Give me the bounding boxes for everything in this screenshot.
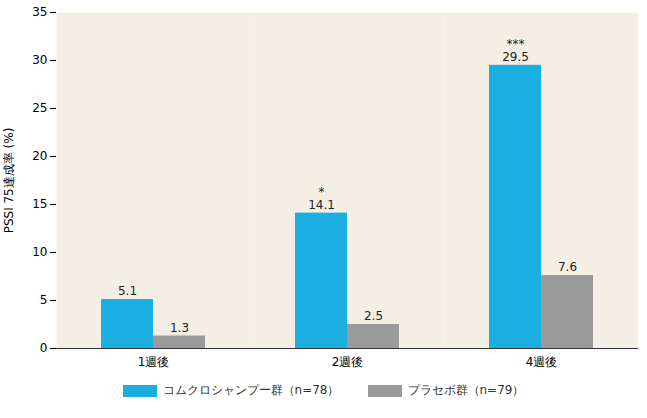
svg-text:14.1: 14.1 [308, 198, 335, 212]
html-text:プラセボ群（n=79）: プラセボ群（n=79） [407, 383, 525, 397]
svg-text:5: 5 [40, 293, 48, 307]
svg-text:15: 15 [32, 197, 47, 211]
svg-text:35: 35 [32, 5, 47, 19]
svg-text:2.5: 2.5 [364, 309, 383, 323]
svg-text:2週後: 2週後 [332, 355, 364, 369]
svg-text:4週後: 4週後 [526, 355, 558, 369]
svg-text:25: 25 [32, 101, 47, 115]
svg-text:10: 10 [32, 245, 47, 259]
svg-text:PSSI 75達成率 (%): PSSI 75達成率 (%) [2, 128, 16, 234]
svg-text:29.5: 29.5 [502, 50, 529, 64]
svg-text:1週後: 1週後 [138, 355, 170, 369]
svg-text:7.6: 7.6 [558, 260, 577, 274]
svg-text:0: 0 [40, 341, 48, 355]
svg-text:***: *** [507, 37, 525, 51]
svg-text:30: 30 [32, 53, 47, 67]
html-text:コムクロシャンプー群（n=78）: コムクロシャンプー群（n=78） [162, 383, 340, 397]
svg-text:5.1: 5.1 [118, 284, 137, 298]
svg-text:20: 20 [32, 149, 47, 163]
svg-text:*: * [319, 185, 325, 199]
svg-text:1.3: 1.3 [170, 321, 189, 335]
